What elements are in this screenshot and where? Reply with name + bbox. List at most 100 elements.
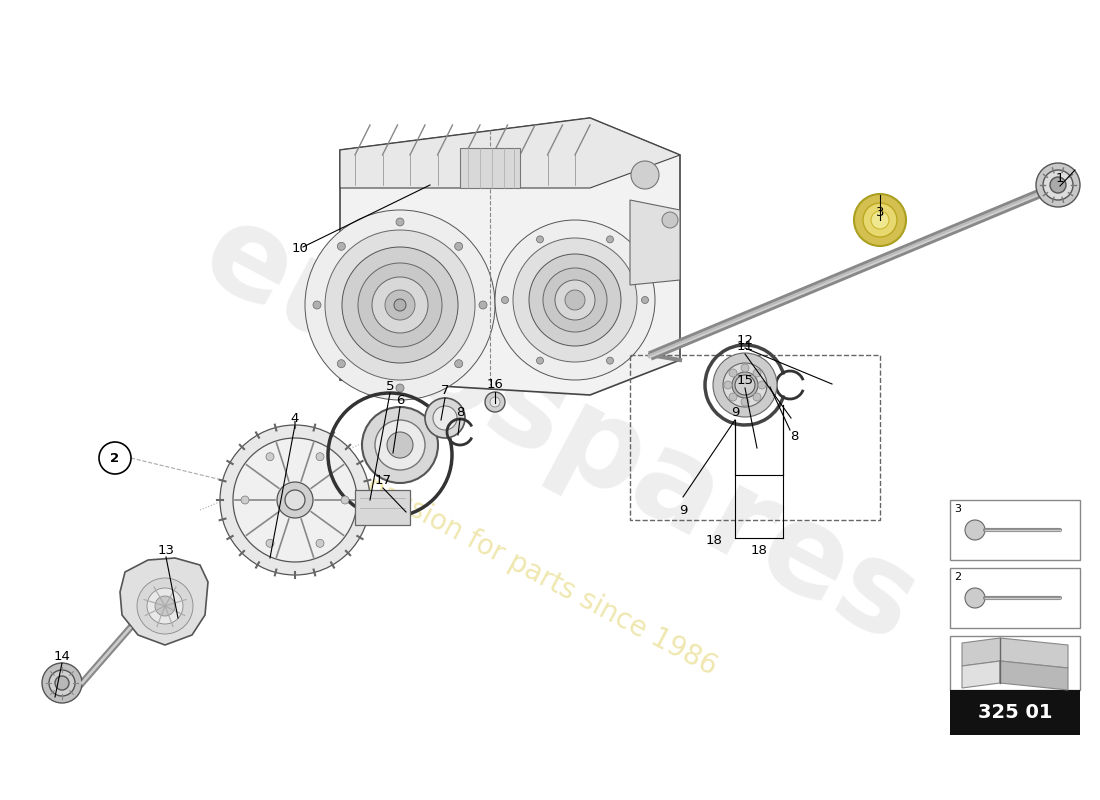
Circle shape [965,588,985,608]
Circle shape [729,393,737,401]
Circle shape [375,420,425,470]
Text: 3: 3 [954,504,961,514]
Text: 10: 10 [292,242,308,255]
Circle shape [1043,170,1072,200]
Circle shape [854,194,906,246]
Text: 2: 2 [110,451,120,465]
Circle shape [138,578,192,634]
Bar [460,148,520,188]
Circle shape [305,210,495,400]
Polygon shape [340,118,680,188]
Circle shape [425,398,465,438]
Circle shape [735,375,755,395]
Circle shape [316,539,324,547]
Text: 1: 1 [1056,173,1065,186]
Circle shape [385,290,415,320]
Circle shape [372,277,428,333]
Circle shape [454,360,463,368]
Circle shape [723,363,767,407]
Text: 4: 4 [290,411,299,425]
Circle shape [741,398,749,406]
Circle shape [147,588,183,624]
Circle shape [871,211,889,229]
Text: 2: 2 [954,572,961,582]
Circle shape [285,490,305,510]
Circle shape [641,297,649,303]
Circle shape [342,247,458,363]
Circle shape [729,369,737,377]
Circle shape [724,381,732,389]
Text: 17: 17 [374,474,392,487]
Circle shape [864,203,896,237]
Text: 9: 9 [730,406,739,419]
Text: 16: 16 [486,378,504,391]
Circle shape [713,353,777,417]
Circle shape [50,670,75,696]
Circle shape [502,297,508,303]
Circle shape [606,236,614,243]
Circle shape [556,280,595,320]
Circle shape [233,438,358,562]
Circle shape [1050,177,1066,193]
Circle shape [543,268,607,332]
Circle shape [241,496,249,504]
Text: eurospares: eurospares [183,191,937,669]
Polygon shape [340,118,680,395]
Circle shape [606,357,614,364]
Circle shape [155,596,175,616]
Circle shape [220,425,370,575]
Text: 18: 18 [750,543,768,557]
Circle shape [662,212,678,228]
Text: 5: 5 [386,379,394,393]
Circle shape [55,676,69,690]
Circle shape [277,482,313,518]
Text: 13: 13 [157,543,175,557]
Text: a passion for parts since 1986: a passion for parts since 1986 [338,459,722,681]
Polygon shape [962,661,1000,688]
Polygon shape [630,200,680,285]
Polygon shape [120,558,208,645]
Text: 9: 9 [679,503,688,517]
Circle shape [433,406,456,430]
Circle shape [478,301,487,309]
Circle shape [490,397,500,407]
Polygon shape [1000,661,1068,690]
Circle shape [495,220,654,380]
Circle shape [338,242,345,250]
Circle shape [454,242,463,250]
Bar [355,490,410,525]
Text: 6: 6 [396,394,404,406]
Circle shape [732,372,758,398]
Text: 3: 3 [876,206,884,219]
Circle shape [513,238,637,362]
Bar [950,568,1080,628]
Circle shape [358,263,442,347]
Text: 14: 14 [54,650,70,662]
Circle shape [485,392,505,412]
Circle shape [387,432,412,458]
Circle shape [266,453,274,461]
Circle shape [314,301,321,309]
Bar [950,500,1080,560]
Circle shape [631,161,659,189]
Bar [950,690,1080,735]
Circle shape [394,299,406,311]
Text: 325 01: 325 01 [978,703,1053,722]
Polygon shape [962,638,1068,668]
Circle shape [341,496,349,504]
Circle shape [266,539,274,547]
Circle shape [754,369,761,377]
Circle shape [324,230,475,380]
Text: 11: 11 [737,341,754,354]
Circle shape [42,663,82,703]
Circle shape [537,236,543,243]
Circle shape [565,290,585,310]
Text: 7: 7 [441,385,449,398]
Text: 18: 18 [705,534,723,546]
Circle shape [754,393,761,401]
Circle shape [316,453,324,461]
Bar [630,355,880,520]
Circle shape [1036,163,1080,207]
Text: 12: 12 [737,334,754,347]
Circle shape [396,218,404,226]
